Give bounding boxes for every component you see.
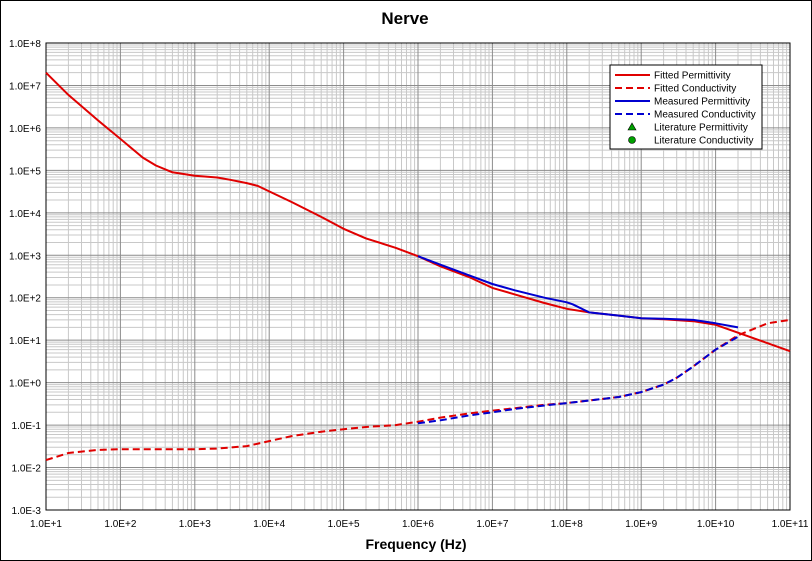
- y-tick-label: 1.0E+5: [9, 166, 41, 177]
- series-line-measured-conductivity: [417, 335, 739, 425]
- series-line-fitted-conductivity: [45, 318, 791, 462]
- x-tick-label: 1.0E+3: [179, 519, 211, 530]
- y-tick-label: 1.0E+7: [9, 81, 41, 92]
- x-tick-label: 1.0E+5: [328, 519, 360, 530]
- tick-labels: 1.0E+1 1.0E+2 1.0E+3 1.0E+4 1.0E+5 1.0E+6 1.0E…: [9, 39, 809, 530]
- x-tick-label: 1.0E+6: [402, 519, 434, 530]
- y-tick-label: 1.0E+3: [9, 251, 41, 262]
- x-tick-label: 1.0E+1: [30, 519, 62, 530]
- y-tick-label: 1.0E-1: [12, 421, 42, 432]
- y-tick-label: 1.0E+1: [9, 336, 41, 347]
- series-line-measured-permittivity: [417, 255, 739, 329]
- legend-label-fitted-permittivity: Fitted Permittivity: [654, 71, 731, 82]
- y-tick-label: 1.0E-2: [12, 464, 42, 475]
- y-tick-label: 1.0E+0: [9, 379, 41, 390]
- x-tick-label: 1.0E+8: [551, 519, 583, 530]
- y-tick-label: 1.0E-3: [12, 506, 42, 517]
- legend-circle-marker-literature-conductivity: [628, 136, 636, 144]
- legend-label-measured-conductivity: Measured Conductivity: [654, 110, 756, 121]
- legend-label-measured-permittivity: Measured Permittivity: [654, 97, 750, 108]
- chart-title: Nerve: [381, 9, 428, 28]
- legend-label-fitted-conductivity: Fitted Conductivity: [654, 84, 736, 95]
- y-tick-label: 1.0E+6: [9, 124, 41, 135]
- y-tick-label: 1.0E+4: [9, 209, 41, 220]
- plot-area-border: [45, 42, 791, 511]
- x-tick-label: 1.0E+11: [772, 519, 809, 530]
- legend-triangle-marker-literature-permittivity: [627, 122, 637, 131]
- legend-label-literature-conductivity: Literature Conductivity: [654, 136, 754, 147]
- y-tick-label: 1.0E+8: [9, 39, 41, 50]
- legend-box: [609, 64, 763, 150]
- series-layer: [45, 71, 791, 462]
- x-tick-label: 1.0E+4: [253, 519, 285, 530]
- x-tick-label: 1.0E+10: [697, 519, 735, 530]
- plot-grid: [45, 42, 791, 511]
- x-tick-label: 1.0E+9: [625, 519, 657, 530]
- legend: Fitted Permittivity Fitted Conductivity Me…: [609, 64, 763, 150]
- x-axis-label: Frequency (Hz): [365, 536, 466, 552]
- x-tick-label: 1.0E+7: [476, 519, 508, 530]
- x-tick-label: 1.0E+2: [104, 519, 136, 530]
- legend-label-literature-permittivity: Literature Permittivity: [654, 123, 748, 134]
- y-tick-label: 1.0E+2: [9, 294, 41, 305]
